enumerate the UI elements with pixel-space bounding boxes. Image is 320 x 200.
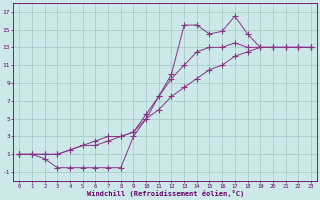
X-axis label: Windchill (Refroidissement éolien,°C): Windchill (Refroidissement éolien,°C) [86,190,244,197]
